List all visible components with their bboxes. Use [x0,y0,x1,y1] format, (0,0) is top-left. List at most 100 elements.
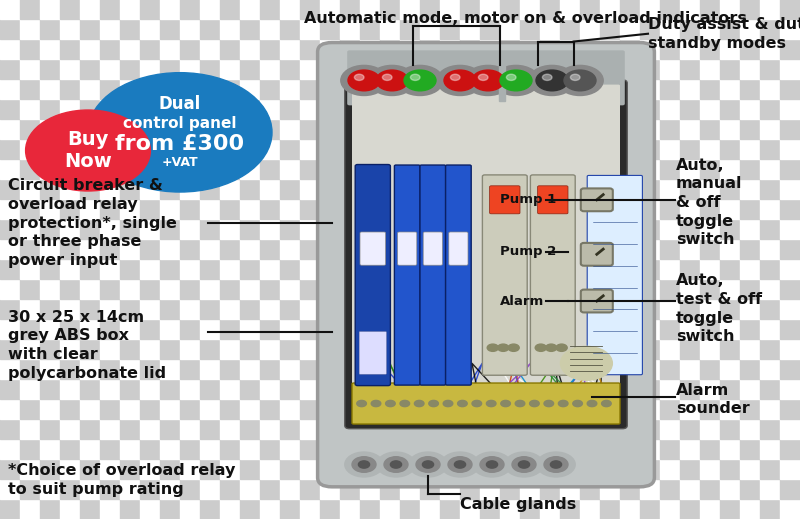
Bar [480,39,500,59]
Bar [400,139,420,159]
Bar [400,419,420,439]
Bar [700,259,720,279]
Bar [140,459,160,479]
Circle shape [397,65,443,95]
Bar [40,19,60,39]
Bar [100,79,120,99]
Bar [420,279,440,299]
Bar [180,99,200,119]
Bar [280,19,300,39]
Bar [200,279,220,299]
Bar [200,439,220,459]
Bar [160,379,180,399]
Bar [640,59,660,79]
Bar [520,439,540,459]
Bar [760,319,780,339]
Bar [700,239,720,259]
Bar [780,319,800,339]
Bar [640,239,660,259]
Bar [480,399,500,419]
Bar [40,0,60,19]
FancyBboxPatch shape [446,165,471,385]
Bar [480,159,500,179]
Bar [520,99,540,119]
FancyBboxPatch shape [352,383,620,424]
Bar [240,319,260,339]
Bar [620,399,640,419]
Text: Dual: Dual [159,95,201,113]
Bar [0,19,20,39]
FancyBboxPatch shape [482,175,527,375]
Bar [0,479,20,499]
Bar [300,99,320,119]
Bar [560,479,580,499]
Bar [760,239,780,259]
Bar [720,319,740,339]
Bar [100,179,120,199]
Bar [80,459,100,479]
Circle shape [416,457,440,472]
Bar [260,299,280,319]
Bar [360,359,380,379]
Bar [100,139,120,159]
Bar [440,239,460,259]
Bar [440,499,460,519]
Bar [380,19,400,39]
Circle shape [410,74,420,80]
Bar [20,19,40,39]
Bar [260,379,280,399]
Circle shape [530,401,539,407]
Bar [540,339,560,359]
Bar [100,399,120,419]
Bar [0,439,20,459]
Bar [760,479,780,499]
Bar [60,359,80,379]
Bar [640,19,660,39]
Bar [540,419,560,439]
Bar [340,499,360,519]
FancyBboxPatch shape [449,232,468,265]
Bar [400,299,420,319]
Bar [540,219,560,239]
Bar [440,479,460,499]
Bar [40,479,60,499]
Circle shape [437,65,483,95]
Text: Cable glands: Cable glands [460,497,576,512]
Bar [780,379,800,399]
Bar [100,99,120,119]
Bar [740,459,760,479]
Bar [580,59,600,79]
Bar [120,39,140,59]
Bar [480,379,500,399]
Bar [600,239,620,259]
Bar [720,439,740,459]
Bar [300,59,320,79]
Bar [180,259,200,279]
Bar [320,199,340,219]
Circle shape [478,74,488,80]
FancyBboxPatch shape [398,232,417,265]
Bar [780,39,800,59]
FancyBboxPatch shape [490,186,520,214]
Bar [200,379,220,399]
Bar [660,459,680,479]
Bar [480,499,500,519]
Bar [640,299,660,319]
Bar [160,479,180,499]
Bar [140,319,160,339]
Bar [20,239,40,259]
Bar [480,359,500,379]
Bar [580,399,600,419]
Bar [580,439,600,459]
Bar [80,199,100,219]
Bar [80,419,100,439]
Bar [360,259,380,279]
Bar [480,299,500,319]
Text: Alarm: Alarm [500,294,544,308]
Bar [360,219,380,239]
Bar [260,239,280,259]
Bar [380,219,400,239]
Bar [380,199,400,219]
Bar [700,399,720,419]
FancyBboxPatch shape [359,332,386,374]
